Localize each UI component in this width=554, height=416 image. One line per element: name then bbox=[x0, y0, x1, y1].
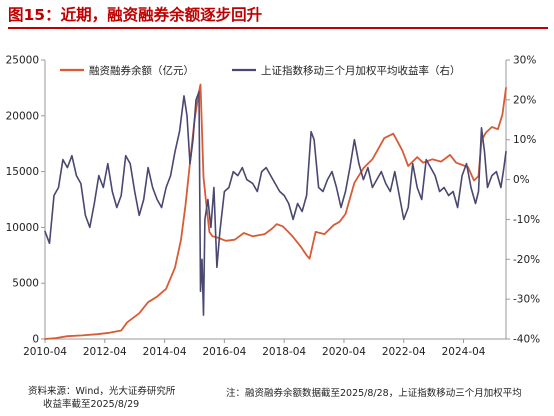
axes: 0 5000 10000 15000 20000 25000 -40% -30% -20% -10… bbox=[6, 55, 541, 359]
left-tick-label: 25000 bbox=[6, 55, 39, 67]
chart: 0 5000 10000 15000 20000 25000 -40% -30% -20% -10… bbox=[6, 55, 541, 359]
x-tick-label: 2010-04 bbox=[23, 346, 67, 358]
chart-title: 图15：近期，融资融券余额逐步回升 bbox=[8, 6, 263, 24]
margin-balance-series-line bbox=[44, 83, 507, 340]
legend-label-1: 融资融券余额（亿元） bbox=[89, 64, 194, 77]
left-tick-label: 0 bbox=[32, 334, 39, 346]
right-tick-label: -10% bbox=[513, 214, 540, 226]
source-note: 资料来源：Wind，光大证券研究所 收益率截至2025/8/29 bbox=[28, 385, 175, 411]
left-tick-label: 5000 bbox=[12, 278, 39, 290]
source-line-2: 收益率截至2025/8/29 bbox=[43, 399, 140, 410]
right-tick-label: 0% bbox=[513, 174, 530, 186]
x-tick-label: 2018-04 bbox=[262, 346, 306, 358]
footer: 资料来源：Wind，光大证券研究所 收益率截至2025/8/29 注：融资融券余… bbox=[0, 382, 554, 416]
x-tick-label: 2024-04 bbox=[442, 346, 486, 358]
left-tick-label: 10000 bbox=[6, 222, 39, 234]
legend: 融资融券余额（亿元） 上证指数移动三个月加权平均收益率（右） bbox=[60, 64, 461, 77]
legend-label-2: 上证指数移动三个月加权平均收益率（右） bbox=[261, 64, 461, 77]
right-tick-label: 10% bbox=[513, 134, 536, 146]
x-tick-label: 2016-04 bbox=[202, 346, 246, 358]
source-line: 资料来源：Wind，光大证券研究所 bbox=[28, 386, 176, 397]
right-tick-label: -20% bbox=[513, 254, 540, 266]
right-tick-label: -40% bbox=[513, 334, 540, 346]
title-underline bbox=[8, 27, 548, 29]
right-tick-label: 20% bbox=[513, 94, 536, 106]
right-tick-label: 30% bbox=[513, 55, 536, 67]
x-tick-label: 2022-04 bbox=[382, 346, 426, 358]
return-series-line bbox=[44, 91, 507, 316]
left-tick-label: 20000 bbox=[6, 110, 39, 122]
series-layer bbox=[44, 83, 507, 340]
footnote: 注：融资融券余额数据截至2025/8/28，上证指数移动三个月加权平均 bbox=[226, 388, 522, 399]
right-tick-label: -30% bbox=[513, 294, 540, 306]
x-tick-label: 2014-04 bbox=[143, 346, 187, 358]
x-tick-label: 2012-04 bbox=[83, 346, 127, 358]
left-tick-label: 15000 bbox=[6, 166, 39, 178]
x-tick-label: 2020-04 bbox=[322, 346, 366, 358]
